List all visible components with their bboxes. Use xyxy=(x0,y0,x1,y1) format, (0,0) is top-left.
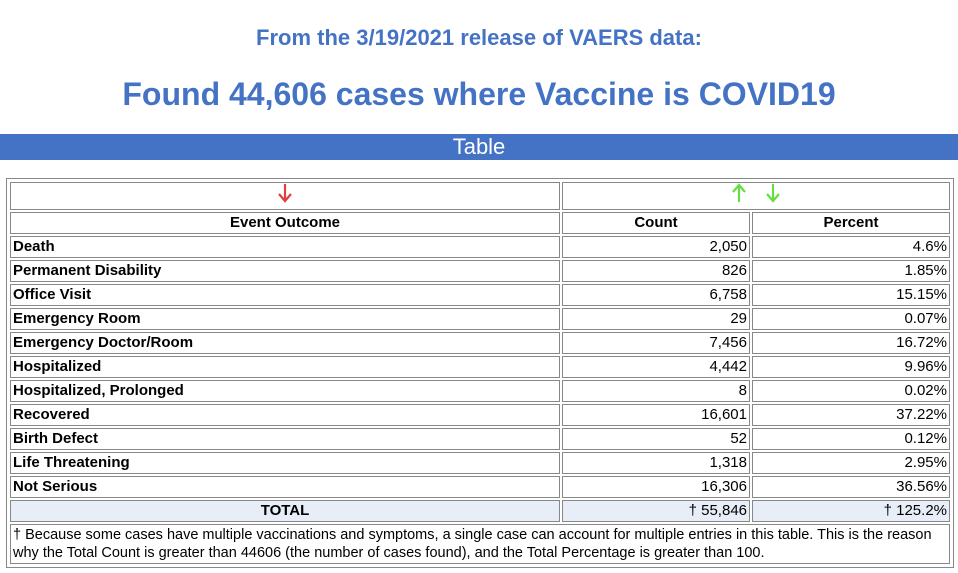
results-table-frame: Event Outcome Count Percent Death 2,050 4.… xyxy=(6,178,954,568)
percent-cell: 0.12% xyxy=(752,428,950,450)
percent-cell: 4.6% xyxy=(752,236,950,258)
outcome-cell: Emergency Room xyxy=(10,308,560,330)
outcome-sort-cell xyxy=(10,182,560,210)
column-header-percent: Percent xyxy=(752,212,950,234)
outcome-cell: Life Threatening xyxy=(10,452,560,474)
outcome-cell: Emergency Doctor/Room xyxy=(10,332,560,354)
count-cell: 2,050 xyxy=(562,236,750,258)
count-cell: 826 xyxy=(562,260,750,282)
percent-cell: 37.22% xyxy=(752,404,950,426)
total-row: TOTAL † 55,846 † 125.2% xyxy=(10,500,950,522)
table-row: Birth Defect 52 0.12% xyxy=(10,428,950,450)
outcome-cell: Permanent Disability xyxy=(10,260,560,282)
results-table: Event Outcome Count Percent Death 2,050 4.… xyxy=(8,180,952,566)
count-cell: 16,601 xyxy=(562,404,750,426)
table-row: Hospitalized, Prolonged 8 0.02% xyxy=(10,380,950,402)
release-heading: From the 3/19/2021 release of VAERS data… xyxy=(256,25,702,50)
sort-row xyxy=(10,182,950,210)
table-row: Life Threatening 1,318 2.95% xyxy=(10,452,950,474)
results-heading: Found 44,606 cases where Vaccine is COVI… xyxy=(122,76,836,112)
count-cell: 16,306 xyxy=(562,476,750,498)
percent-cell: 2.95% xyxy=(752,452,950,474)
footnote: † Because some cases have multiple vacci… xyxy=(10,524,950,564)
column-header-count: Count xyxy=(562,212,750,234)
count-cell: 29 xyxy=(562,308,750,330)
count-cell: 52 xyxy=(562,428,750,450)
outcome-cell: Hospitalized xyxy=(10,356,560,378)
header-row: Event Outcome Count Percent xyxy=(10,212,950,234)
count-cell: 1,318 xyxy=(562,452,750,474)
table-row: Office Visit 6,758 15.15% xyxy=(10,284,950,306)
count-sort-cell xyxy=(562,182,950,210)
total-count: † 55,846 xyxy=(562,500,750,522)
count-cell: 7,456 xyxy=(562,332,750,354)
column-header-outcome: Event Outcome xyxy=(10,212,560,234)
count-cell: 8 xyxy=(562,380,750,402)
table-row: Hospitalized 4,442 9.96% xyxy=(10,356,950,378)
percent-cell: 0.02% xyxy=(752,380,950,402)
arrow-down-icon[interactable] xyxy=(766,183,780,209)
table-row: Death 2,050 4.6% xyxy=(10,236,950,258)
arrow-up-icon[interactable] xyxy=(732,183,746,209)
total-label: TOTAL xyxy=(10,500,560,522)
percent-cell: 0.07% xyxy=(752,308,950,330)
percent-cell: 36.56% xyxy=(752,476,950,498)
arrow-down-icon[interactable] xyxy=(278,183,292,209)
percent-cell: 16.72% xyxy=(752,332,950,354)
section-bar: Table xyxy=(0,134,958,160)
table-row: Emergency Doctor/Room 7,456 16.72% xyxy=(10,332,950,354)
count-cell: 4,442 xyxy=(562,356,750,378)
total-percent: † 125.2% xyxy=(752,500,950,522)
percent-cell: 9.96% xyxy=(752,356,950,378)
outcome-cell: Not Serious xyxy=(10,476,560,498)
section-title: Table xyxy=(452,134,506,159)
table-row: Recovered 16,601 37.22% xyxy=(10,404,950,426)
outcome-cell: Recovered xyxy=(10,404,560,426)
outcome-cell: Birth Defect xyxy=(10,428,560,450)
outcome-cell: Office Visit xyxy=(10,284,560,306)
footnote-row: † Because some cases have multiple vacci… xyxy=(10,524,950,564)
table-row: Emergency Room 29 0.07% xyxy=(10,308,950,330)
count-cell: 6,758 xyxy=(562,284,750,306)
outcome-cell: Death xyxy=(10,236,560,258)
percent-cell: 1.85% xyxy=(752,260,950,282)
outcome-cell: Hospitalized, Prolonged xyxy=(10,380,560,402)
table-row: Permanent Disability 826 1.85% xyxy=(10,260,950,282)
percent-cell: 15.15% xyxy=(752,284,950,306)
table-row: Not Serious 16,306 36.56% xyxy=(10,476,950,498)
